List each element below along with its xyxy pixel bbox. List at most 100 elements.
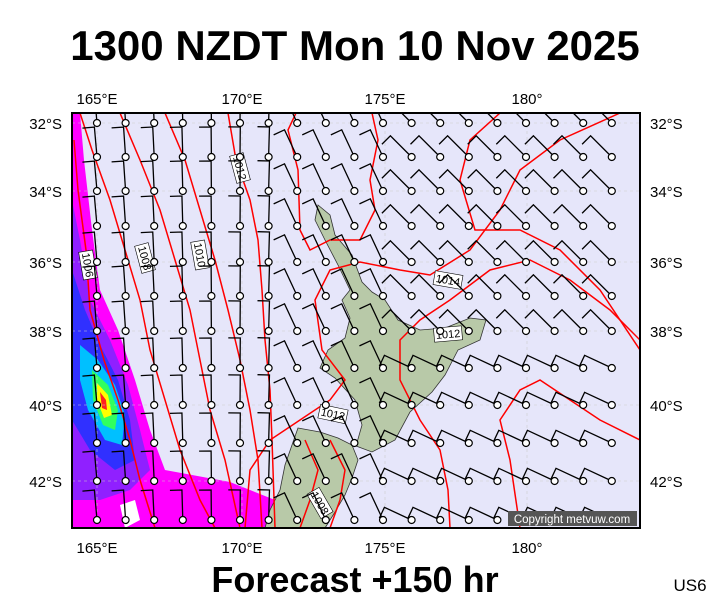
wind-barb <box>111 450 130 486</box>
wind-barb <box>581 273 616 301</box>
station-marker <box>235 221 245 231</box>
wind-barb <box>464 506 502 525</box>
wind-barb <box>301 197 330 231</box>
wind-barb <box>457 113 473 128</box>
wind-barb <box>82 450 102 486</box>
wind-barb <box>330 376 359 410</box>
station-marker <box>493 291 502 301</box>
wind-barb <box>467 308 502 336</box>
station-marker <box>550 291 559 301</box>
wind-barb <box>410 273 445 301</box>
north-island <box>314 204 487 453</box>
wind-barb <box>228 450 245 486</box>
wind-barb <box>257 126 273 162</box>
station-marker <box>264 221 273 231</box>
station-marker <box>378 515 388 525</box>
wind-barb <box>330 339 359 373</box>
lat-label: 34°S <box>29 184 62 201</box>
wind-barb <box>464 429 502 448</box>
station-marker <box>207 515 216 525</box>
station-marker <box>550 326 559 336</box>
wind-barb <box>257 265 273 301</box>
model-code: US6 <box>673 576 706 595</box>
wind-barb <box>381 308 416 336</box>
wind-barb <box>359 339 388 373</box>
wind-barb <box>199 160 216 196</box>
wind-barb <box>257 160 273 196</box>
wind-barb <box>464 467 502 486</box>
station-marker <box>264 118 273 128</box>
wind-barb <box>359 414 388 448</box>
wind-barb <box>301 414 330 448</box>
station-marker <box>550 363 559 373</box>
wind-barb <box>111 126 130 162</box>
station-marker <box>464 221 473 231</box>
station-marker <box>207 118 216 128</box>
lon-label: 180° <box>511 540 542 557</box>
wind-barb <box>140 489 159 525</box>
wind-barb <box>495 203 531 231</box>
station-marker <box>150 291 159 301</box>
station-marker <box>264 400 273 410</box>
station-marker <box>579 291 588 301</box>
wind-barb <box>301 452 330 486</box>
map-frame <box>71 112 641 529</box>
station-marker <box>607 291 616 301</box>
wind-barb <box>359 376 388 410</box>
station-marker <box>264 291 273 301</box>
station-marker <box>607 152 616 162</box>
station-marker <box>493 438 502 448</box>
wind-barb <box>257 300 273 336</box>
wind-barb <box>301 491 330 525</box>
wind-barb <box>550 354 588 373</box>
station-marker <box>436 515 445 525</box>
station-marker <box>321 291 330 301</box>
wind-barb <box>301 233 330 267</box>
station-marker <box>378 257 388 267</box>
wind-barb <box>140 195 159 231</box>
wind-barb <box>169 374 187 410</box>
wind-barb <box>169 195 187 231</box>
wind-barb <box>581 308 616 336</box>
wind-barb <box>553 203 588 231</box>
wind-barb <box>199 337 216 373</box>
station-marker <box>207 326 216 336</box>
station-marker <box>464 326 473 336</box>
wind-barb <box>495 239 531 267</box>
station-marker <box>321 438 330 448</box>
wind-barb <box>140 374 159 410</box>
station-marker <box>464 400 473 410</box>
station-marker <box>178 326 187 336</box>
station-marker <box>293 438 302 448</box>
wind-barb <box>464 391 502 410</box>
wind-barb <box>228 195 245 231</box>
wind-barb <box>169 489 187 525</box>
wind-barb <box>581 203 616 231</box>
wind-barb <box>438 308 473 336</box>
wind-barb <box>169 126 187 162</box>
station-marker <box>607 186 616 196</box>
wind-barb <box>273 414 302 448</box>
precipitation-shading <box>72 113 290 528</box>
station-marker <box>92 400 102 410</box>
wind-barb <box>273 267 302 301</box>
lat-label: 34°S <box>650 184 683 201</box>
wind-barb <box>301 267 330 301</box>
station-marker <box>121 326 130 336</box>
wind-barb <box>301 302 330 336</box>
wind-barb <box>273 302 302 336</box>
station-marker <box>121 438 130 448</box>
station-marker <box>92 221 102 231</box>
station-marker <box>207 438 216 448</box>
station-marker <box>378 291 388 301</box>
wind-barb <box>169 231 187 267</box>
station-marker <box>92 291 102 301</box>
wind-barb <box>301 376 330 410</box>
station-marker <box>493 515 502 525</box>
wind-barb <box>111 489 130 525</box>
station-marker <box>92 186 102 196</box>
lat-label: 36°S <box>650 255 683 272</box>
station-marker <box>264 257 273 267</box>
station-marker <box>464 152 473 162</box>
wind-barb <box>407 506 445 525</box>
